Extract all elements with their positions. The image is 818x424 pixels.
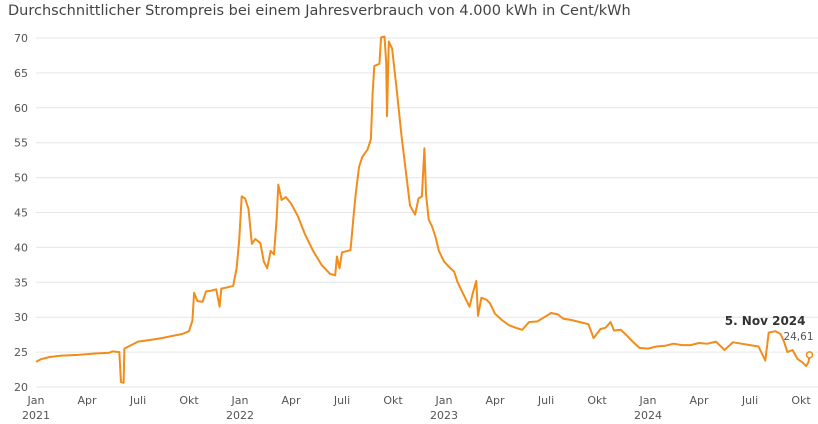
- x-tick-label: Okt: [791, 394, 811, 407]
- chart-title: Durchschnittlicher Strompreis bei einem …: [8, 3, 631, 19]
- y-tick-label: 60: [14, 102, 28, 115]
- x-tick-label: Apr: [485, 394, 505, 407]
- x-tick-label: Apr: [281, 394, 301, 407]
- y-tick-label: 40: [14, 241, 28, 254]
- x-tick-label: Apr: [689, 394, 709, 407]
- x-tick-year-label: 2021: [22, 409, 50, 422]
- y-tick-label: 45: [14, 207, 28, 220]
- x-tick-label: Juli: [537, 394, 554, 407]
- x-tick-label: Jan: [639, 394, 657, 407]
- x-tick-label: Okt: [587, 394, 607, 407]
- x-tick-label: Jan: [27, 394, 45, 407]
- annotation-value: 24,61: [783, 331, 813, 343]
- x-tick-label: Okt: [179, 394, 199, 407]
- y-tick-label: 70: [14, 32, 28, 45]
- x-tick-label: Juli: [741, 394, 758, 407]
- x-tick-label: Juli: [333, 394, 350, 407]
- y-tick-label: 65: [14, 67, 28, 80]
- annotation-date: 5. Nov 2024: [725, 314, 806, 328]
- series-line: [35, 35, 811, 384]
- x-tick-label: Okt: [383, 394, 403, 407]
- y-tick-label: 20: [14, 381, 28, 394]
- y-tick-label: 35: [14, 276, 28, 289]
- y-tick-label: 50: [14, 172, 28, 185]
- x-tick-year-label: 2023: [430, 409, 458, 422]
- y-tick-label: 25: [14, 346, 28, 359]
- y-tick-label: 30: [14, 311, 28, 324]
- y-tick-label: 55: [14, 137, 28, 150]
- x-tick-year-label: 2022: [226, 409, 254, 422]
- x-tick-year-label: 2024: [634, 409, 662, 422]
- last-point-marker: [805, 351, 814, 359]
- x-tick-label: Jan: [435, 394, 453, 407]
- x-tick-label: Jan: [231, 394, 249, 407]
- x-tick-label: Juli: [129, 394, 146, 407]
- x-tick-label: Apr: [77, 394, 97, 407]
